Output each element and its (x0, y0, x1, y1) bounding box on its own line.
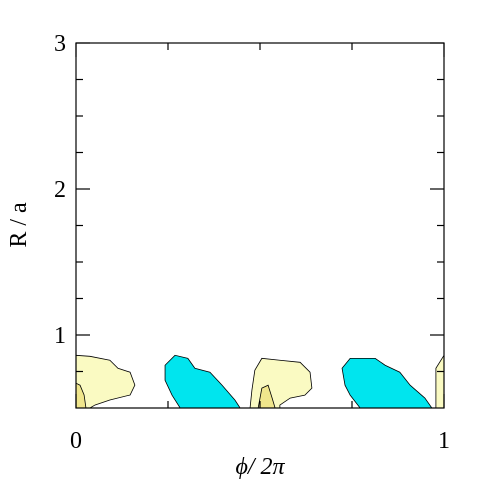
plot-frame (75, 42, 445, 409)
contour-region (257, 384, 276, 409)
y-tick-label: 1 (54, 323, 66, 349)
contour-region (435, 353, 445, 409)
y-tick-label: 2 (54, 177, 66, 203)
x-axis-label: ϕ/ 2π (235, 454, 285, 480)
y-tick-label: 3 (54, 31, 66, 57)
x-tick-label: 1 (438, 428, 450, 454)
contour-region (341, 357, 433, 409)
contour-region (164, 354, 241, 409)
y-axis-label: R / a (6, 202, 32, 248)
x-tick-label: 0 (70, 428, 82, 454)
